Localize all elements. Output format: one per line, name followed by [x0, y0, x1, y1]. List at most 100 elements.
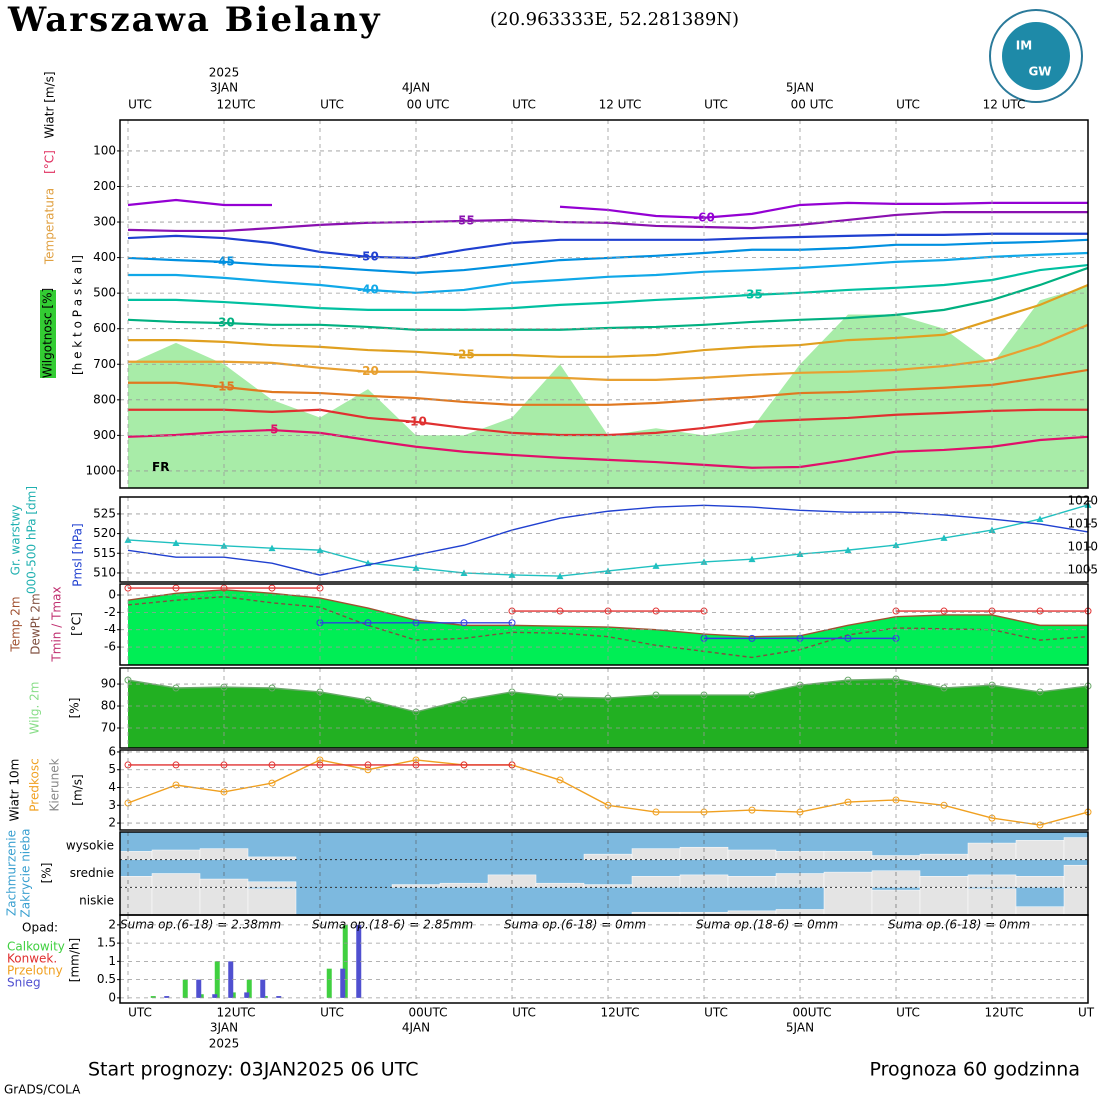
- marker: [556, 572, 564, 580]
- axis-label: Zachmurzenie: [5, 830, 19, 916]
- plot-frame: [119, 496, 1089, 583]
- cloud-bar: [119, 887, 153, 916]
- cloud-bar: [247, 881, 297, 888]
- marker: [748, 634, 756, 642]
- logo-text: IM: [1016, 39, 1032, 53]
- marker: [844, 546, 852, 554]
- x-tick-label: 12 UTC: [599, 98, 642, 112]
- precip-bar: [276, 996, 282, 998]
- cloud-bar: [1015, 906, 1065, 916]
- y2-tick-label: 1015: [1067, 517, 1098, 531]
- forecast-start: Start prognozy: 03JAN2025 06 UTC: [88, 1059, 418, 1081]
- isotherm-label: -50: [357, 249, 379, 263]
- marker: [796, 681, 804, 689]
- cloud-bar: [727, 849, 777, 860]
- y-tick-label: 510: [93, 565, 116, 579]
- line: [128, 263, 1089, 311]
- plot-frame: [119, 667, 1089, 749]
- axis-label: Wilgotnosc [%]: [41, 288, 55, 378]
- x-date-label: 3JAN: [210, 81, 238, 95]
- precip-bar: [244, 992, 250, 998]
- logo-text: GW: [1028, 65, 1051, 79]
- marker: [412, 756, 420, 764]
- axis-label: [%]: [40, 863, 54, 884]
- marker: [172, 761, 180, 769]
- y-tick-label: 515: [93, 546, 116, 560]
- cloud-bar: [919, 876, 969, 888]
- x-tick-label: UT: [1078, 1006, 1095, 1020]
- isotherm-label: -40: [357, 282, 379, 296]
- axis-label: Temperatura: [43, 188, 57, 265]
- category-label: niskie: [79, 894, 114, 908]
- marker: [892, 675, 900, 683]
- axis-label: [h e k t o P a s k a l]: [71, 255, 85, 375]
- y-tick-label: 500: [93, 286, 116, 300]
- precip-sum: Suma op.(6-18) = 0mm: [888, 918, 1030, 932]
- x-tick-label: 12UTC: [216, 1006, 255, 1020]
- cloud-bar: [151, 873, 201, 888]
- y-tick-label: 1000: [85, 463, 116, 477]
- marker: [268, 761, 276, 769]
- marker: [172, 584, 180, 592]
- x-tick-label: UTC: [128, 1006, 152, 1020]
- marker: [940, 607, 948, 615]
- y-tick-label: 0: [108, 588, 116, 602]
- logo-disc: [1002, 22, 1070, 90]
- y-tick-label: 600: [93, 321, 116, 335]
- marker: [844, 676, 852, 684]
- axis-label: [°C]: [70, 612, 84, 636]
- y-tick-label: 1: [108, 954, 116, 968]
- y-tick-label: 700: [93, 357, 116, 371]
- marker: [316, 546, 324, 554]
- marker: [364, 761, 372, 769]
- legend-entry: Konwek.: [7, 952, 57, 966]
- y-tick-label: 0.5: [97, 972, 116, 986]
- isotherm-label: -55: [453, 213, 475, 227]
- humidity-label-background: [40, 290, 56, 378]
- line: [127, 198, 272, 207]
- axis-label: [m/s]: [71, 774, 85, 805]
- y-tick-label: -6: [104, 640, 116, 654]
- plot-frame: [119, 119, 1089, 489]
- marker: [652, 691, 660, 699]
- cloud-bar: [1063, 864, 1089, 888]
- marker: [220, 788, 228, 796]
- marker: [652, 607, 660, 615]
- category-label: wysokie: [66, 838, 114, 852]
- y-tick-label: -4: [104, 622, 116, 636]
- marker: [172, 539, 180, 547]
- x-tick-label: 00UTC: [792, 1006, 831, 1020]
- marker: [268, 584, 276, 592]
- axis-label: 000-500 hPa [dm]: [25, 486, 39, 594]
- y-tick-label: 6: [108, 744, 116, 758]
- marker: [844, 634, 852, 642]
- forecast-length: Prognoza 60 godzinna: [870, 1059, 1080, 1081]
- y-tick-label: -2: [104, 605, 116, 619]
- x-tick-label: UTC: [512, 98, 536, 112]
- axis-label: Gr. warstwy: [9, 505, 23, 576]
- axis-label: Wiatr 10m: [8, 759, 22, 822]
- precip-bar: [326, 968, 332, 998]
- category-label: srednie: [70, 866, 114, 880]
- axis-label: [%]: [68, 698, 82, 719]
- y-tick-label: 2: [108, 816, 116, 830]
- line: [127, 232, 1088, 260]
- axis-label: Tmin / Tmax: [50, 586, 64, 662]
- marker: [268, 684, 276, 692]
- y-tick-label: 800: [93, 392, 116, 406]
- marker: [940, 534, 948, 541]
- marker: [412, 564, 420, 571]
- y-tick-label: 4: [108, 780, 116, 794]
- cloud-bar: [119, 876, 153, 888]
- cloud-bar: [247, 888, 297, 916]
- cloud-bar: [967, 888, 1017, 916]
- precip-sum: Suma op.(18-6) = 0mm: [696, 918, 838, 932]
- marker: [508, 571, 516, 578]
- precip-bar: [246, 979, 252, 998]
- cloud-bar: [1015, 876, 1065, 888]
- marker: [460, 696, 468, 704]
- marker: [652, 808, 660, 816]
- line: [128, 283, 1089, 358]
- area: [128, 678, 1088, 748]
